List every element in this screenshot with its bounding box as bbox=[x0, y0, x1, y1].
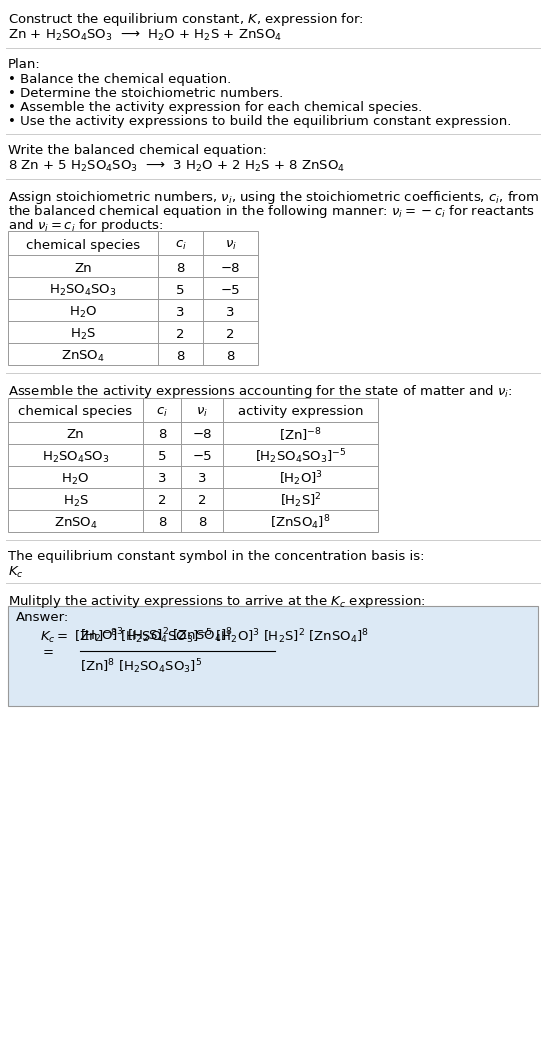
Text: [H$_2$SO$_4$SO$_3$]$^{-5}$: [H$_2$SO$_4$SO$_3$]$^{-5}$ bbox=[254, 448, 346, 466]
Text: Answer:: Answer: bbox=[16, 611, 69, 624]
Text: H$_2$SO$_4$SO$_3$: H$_2$SO$_4$SO$_3$ bbox=[49, 282, 117, 298]
Text: Assemble the activity expressions accounting for the state of matter and $\nu_i$: Assemble the activity expressions accoun… bbox=[8, 383, 513, 400]
Text: [H$_2$S]$^2$: [H$_2$S]$^2$ bbox=[280, 492, 322, 511]
Text: • Determine the stoichiometric numbers.: • Determine the stoichiometric numbers. bbox=[8, 87, 283, 100]
Text: 8: 8 bbox=[198, 517, 206, 530]
Text: 2: 2 bbox=[176, 327, 185, 340]
Text: H$_2$O: H$_2$O bbox=[62, 472, 90, 486]
Text: 8: 8 bbox=[158, 517, 166, 530]
Text: $\nu_i$: $\nu_i$ bbox=[224, 238, 236, 252]
Text: and $\nu_i = c_i$ for products:: and $\nu_i = c_i$ for products: bbox=[8, 217, 164, 234]
Text: 8: 8 bbox=[226, 350, 235, 362]
Text: • Use the activity expressions to build the equilibrium constant expression.: • Use the activity expressions to build … bbox=[8, 115, 512, 128]
Text: 3: 3 bbox=[158, 473, 166, 485]
Text: $= $: $= $ bbox=[40, 644, 54, 657]
Text: −5: −5 bbox=[221, 283, 240, 297]
Text: [ZnSO$_4$]$^8$: [ZnSO$_4$]$^8$ bbox=[270, 514, 331, 533]
Text: 8: 8 bbox=[176, 350, 185, 362]
Text: [Zn]$^{-8}$: [Zn]$^{-8}$ bbox=[279, 426, 322, 443]
Text: the balanced chemical equation in the following manner: $\nu_i = -c_i$ for react: the balanced chemical equation in the fo… bbox=[8, 203, 535, 220]
Text: • Assemble the activity expression for each chemical species.: • Assemble the activity expression for e… bbox=[8, 101, 422, 114]
Text: Write the balanced chemical equation:: Write the balanced chemical equation: bbox=[8, 144, 267, 157]
Text: −5: −5 bbox=[192, 451, 212, 463]
Text: chemical species: chemical species bbox=[19, 405, 133, 418]
Text: −8: −8 bbox=[192, 429, 212, 441]
Text: • Balance the chemical equation.: • Balance the chemical equation. bbox=[8, 73, 232, 86]
Text: Zn: Zn bbox=[67, 429, 84, 441]
Text: Assign stoichiometric numbers, $\nu_i$, using the stoichiometric coefficients, $: Assign stoichiometric numbers, $\nu_i$, … bbox=[8, 188, 539, 206]
Text: H$_2$S: H$_2$S bbox=[63, 494, 88, 509]
Text: ZnSO$_4$: ZnSO$_4$ bbox=[61, 349, 105, 363]
Text: The equilibrium constant symbol in the concentration basis is:: The equilibrium constant symbol in the c… bbox=[8, 550, 424, 563]
Text: 3: 3 bbox=[226, 305, 235, 318]
Text: Plan:: Plan: bbox=[8, 58, 41, 71]
Text: 5: 5 bbox=[158, 451, 166, 463]
Text: [H$_2$O]$^3$ [H$_2$S]$^2$ [ZnSO$_4$]$^8$: [H$_2$O]$^3$ [H$_2$S]$^2$ [ZnSO$_4$]$^8$ bbox=[80, 627, 233, 645]
Bar bbox=[8, 398, 378, 532]
Text: 8 Zn + 5 H$_2$SO$_4$SO$_3$  ⟶  3 H$_2$O + 2 H$_2$S + 8 ZnSO$_4$: 8 Zn + 5 H$_2$SO$_4$SO$_3$ ⟶ 3 H$_2$O + … bbox=[8, 159, 345, 174]
Text: $\nu_i$: $\nu_i$ bbox=[196, 405, 208, 418]
Text: 2: 2 bbox=[226, 327, 235, 340]
Text: chemical species: chemical species bbox=[26, 238, 140, 252]
Text: H$_2$S: H$_2$S bbox=[70, 326, 96, 341]
Text: 8: 8 bbox=[158, 429, 166, 441]
Text: 2: 2 bbox=[198, 495, 206, 508]
Bar bbox=[8, 605, 538, 706]
Text: $c_i$: $c_i$ bbox=[156, 405, 168, 418]
Text: 3: 3 bbox=[176, 305, 185, 318]
Text: 5: 5 bbox=[176, 283, 185, 297]
Text: 2: 2 bbox=[158, 495, 166, 508]
Text: activity expression: activity expression bbox=[238, 405, 363, 418]
Text: H$_2$O: H$_2$O bbox=[69, 304, 97, 319]
Text: [Zn]$^8$ [H$_2$SO$_4$SO$_3$]$^5$: [Zn]$^8$ [H$_2$SO$_4$SO$_3$]$^5$ bbox=[80, 657, 202, 676]
Text: $K_c$: $K_c$ bbox=[8, 565, 23, 580]
Text: $c_i$: $c_i$ bbox=[175, 238, 186, 252]
Bar bbox=[8, 231, 258, 365]
Text: 8: 8 bbox=[176, 261, 185, 275]
Text: [H$_2$O]$^3$: [H$_2$O]$^3$ bbox=[278, 470, 323, 489]
Text: 3: 3 bbox=[198, 473, 206, 485]
Text: Zn: Zn bbox=[74, 261, 92, 275]
Text: Construct the equilibrium constant, $K$, expression for:: Construct the equilibrium constant, $K$,… bbox=[8, 11, 364, 28]
Text: Mulitply the activity expressions to arrive at the $K_c$ expression:: Mulitply the activity expressions to arr… bbox=[8, 593, 426, 610]
Text: H$_2$SO$_4$SO$_3$: H$_2$SO$_4$SO$_3$ bbox=[41, 450, 109, 464]
Text: $K_c = $ [Zn]$^{-8}$ [H$_2$SO$_4$SO$_3$]$^{-5}$ [H$_2$O]$^3$ [H$_2$S]$^2$ [ZnSO$: $K_c = $ [Zn]$^{-8}$ [H$_2$SO$_4$SO$_3$]… bbox=[40, 627, 369, 645]
Text: ZnSO$_4$: ZnSO$_4$ bbox=[54, 516, 97, 531]
Text: −8: −8 bbox=[221, 261, 240, 275]
Text: Zn + H$_2$SO$_4$SO$_3$  ⟶  H$_2$O + H$_2$S + ZnSO$_4$: Zn + H$_2$SO$_4$SO$_3$ ⟶ H$_2$O + H$_2$S… bbox=[8, 28, 282, 43]
